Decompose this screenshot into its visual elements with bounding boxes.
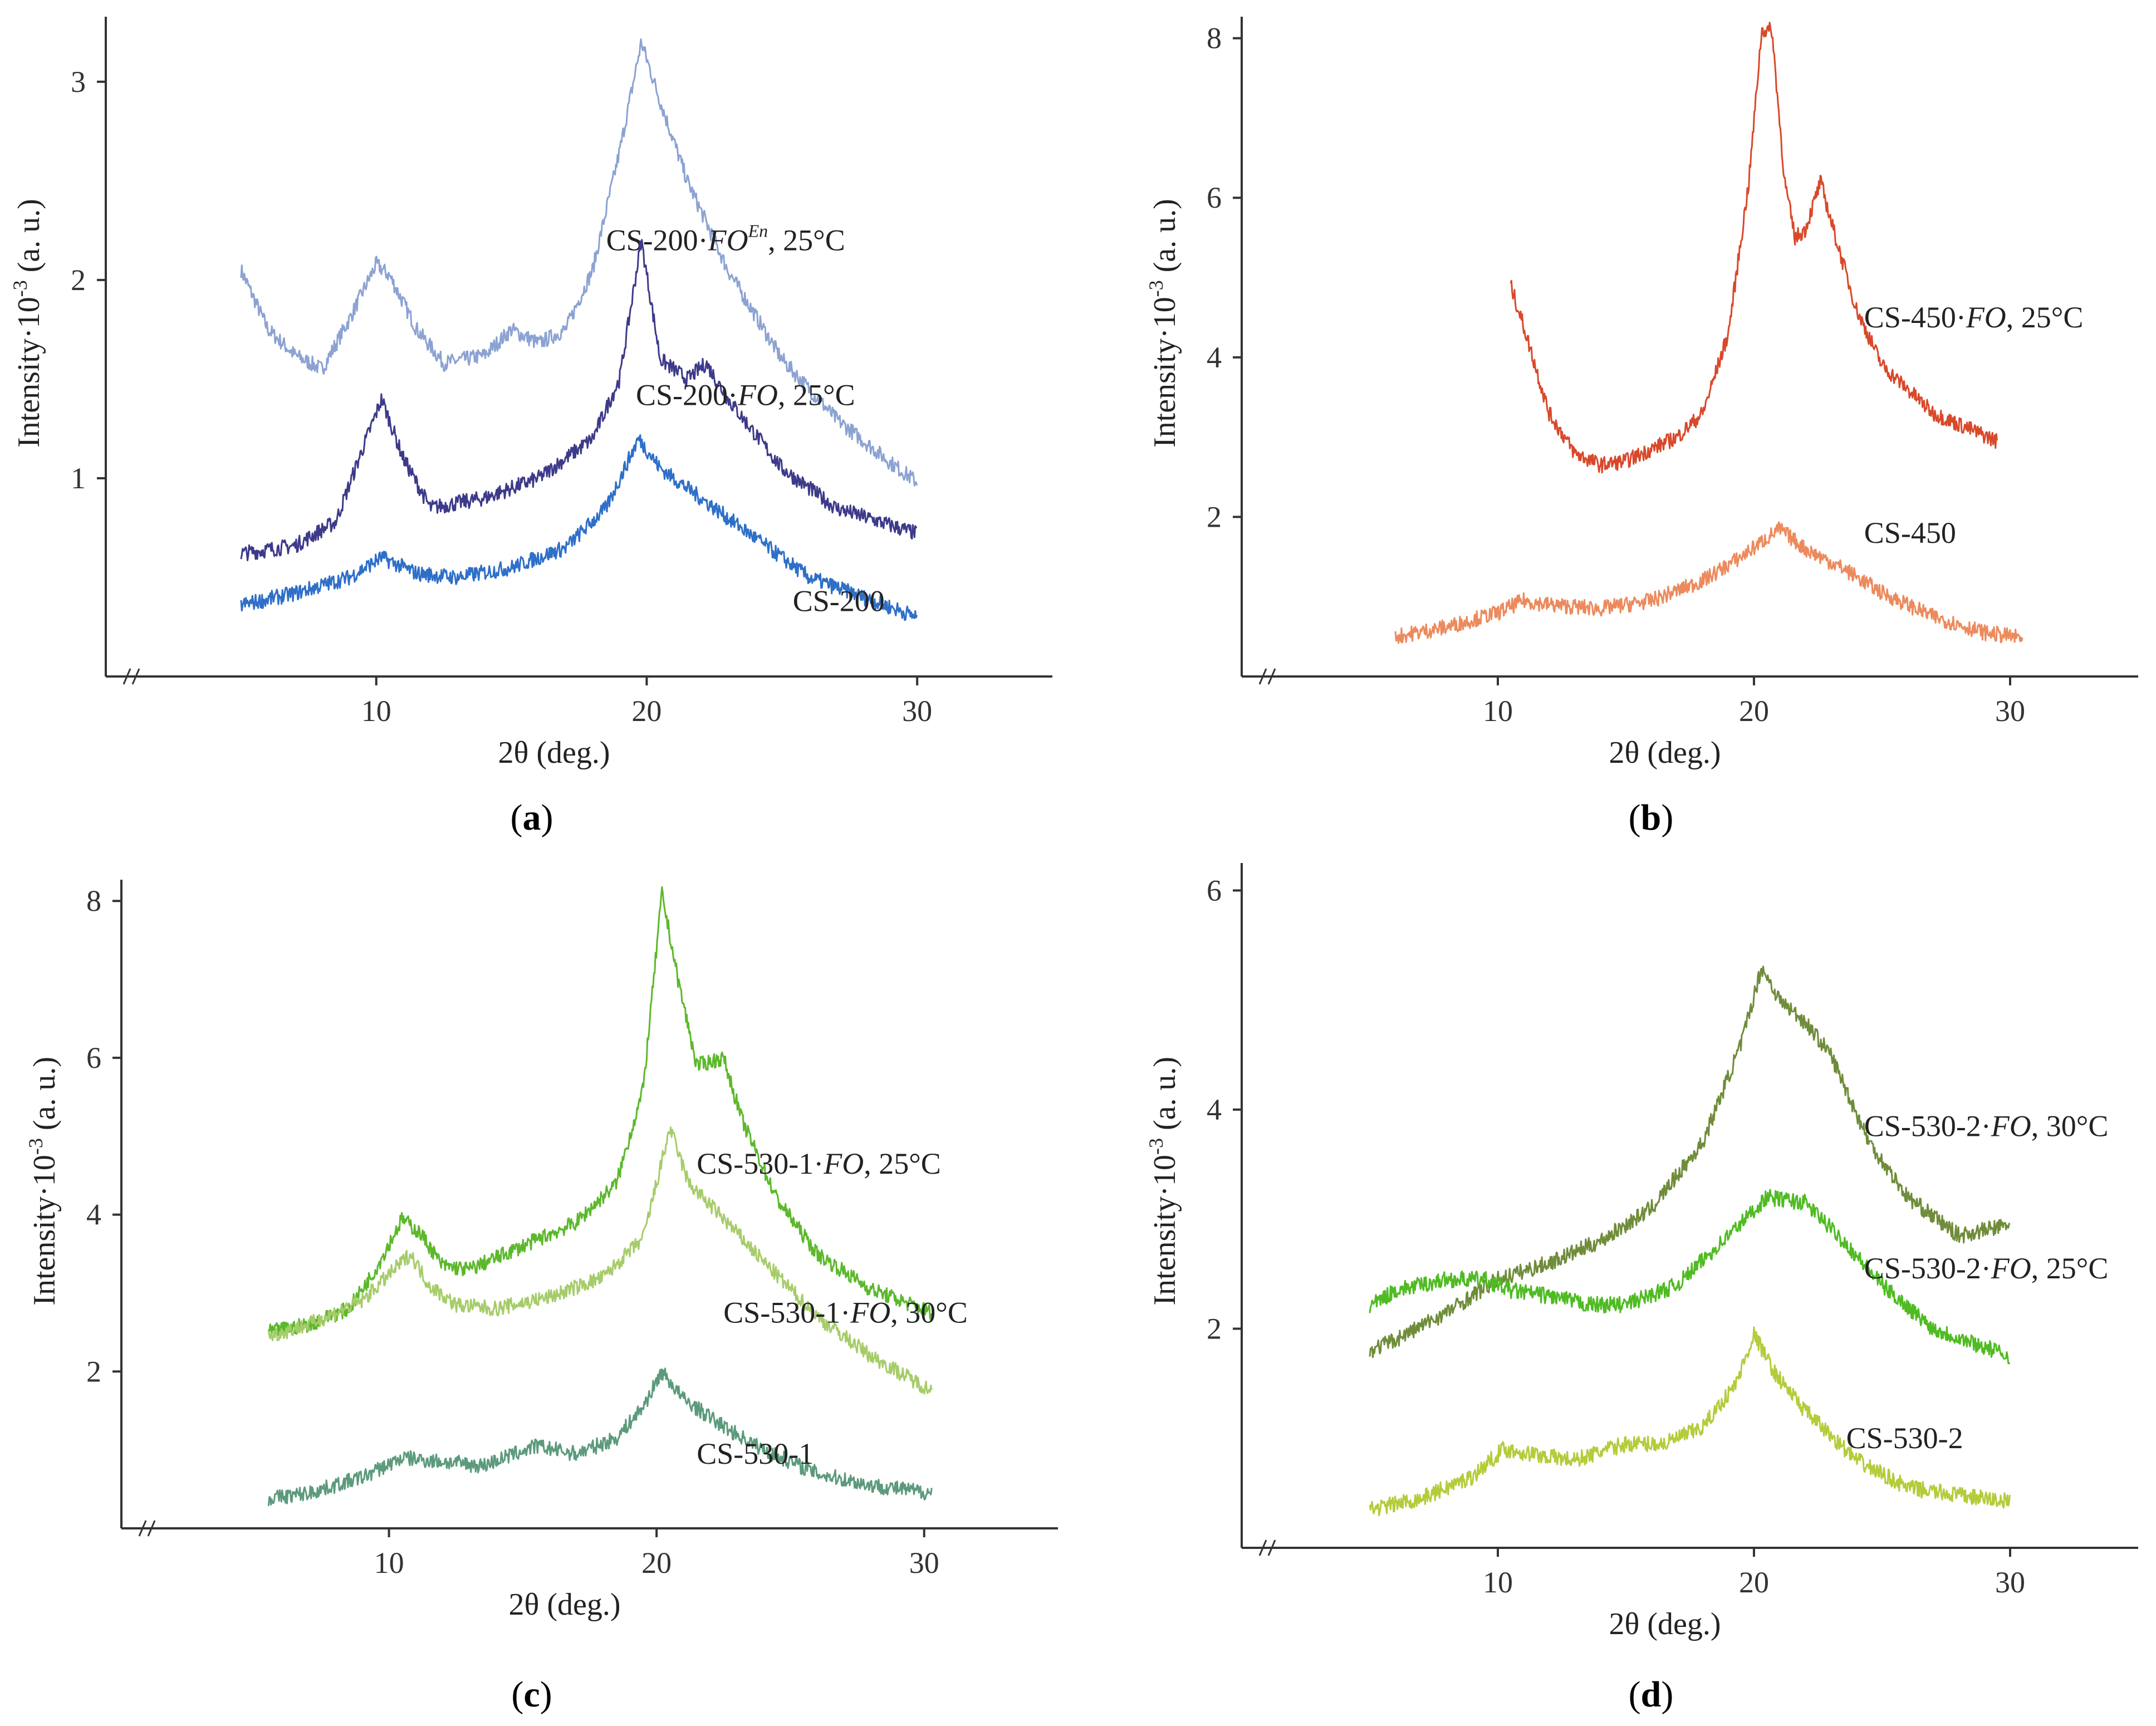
series-line xyxy=(1394,521,2023,644)
y-tick-label: 8 xyxy=(1207,22,1222,55)
y-axis-title: Intensity·10-3 (a. u.) xyxy=(24,1057,62,1306)
y-tick-label: 2 xyxy=(1207,1312,1222,1345)
x-tick-label: 30 xyxy=(909,1546,939,1580)
y-tick-label: 6 xyxy=(86,1041,101,1075)
y-tick-label: 8 xyxy=(86,884,101,918)
x-tick-label: 10 xyxy=(361,694,391,728)
axis-break-mark xyxy=(122,668,140,685)
y-tick-label: 4 xyxy=(1207,341,1222,374)
x-tick-label: 20 xyxy=(631,694,661,728)
y-tick-label: 2 xyxy=(1207,500,1222,533)
y-tick-label: 6 xyxy=(1207,181,1222,214)
y-tick-label: 4 xyxy=(86,1198,101,1232)
panel-a: 10 20 30 1 2 3 2θ (deg.) Intensity·10-3 (a. u.)… xyxy=(9,17,1052,770)
x-tick-label: 10 xyxy=(1483,694,1513,728)
x-tick-label: 20 xyxy=(641,1546,672,1580)
axis-break-mark xyxy=(1258,668,1276,685)
series-label: CS-200·FO, 25°C xyxy=(636,378,855,411)
panel-label: (b) xyxy=(1629,797,1674,838)
y-tick-label: 3 xyxy=(71,65,86,99)
axis-break-mark xyxy=(1258,1539,1276,1556)
y-tick-label: 1 xyxy=(71,462,86,495)
series-label: CS-450·FO, 25°C xyxy=(1864,301,2084,334)
x-axis-title: 2θ (deg.) xyxy=(1609,1607,1721,1641)
series-label: CS-450 xyxy=(1864,516,1956,550)
x-axis-title: 2θ (deg.) xyxy=(1609,735,1721,770)
x-tick-label: 20 xyxy=(1739,694,1769,728)
series-label: CS-530-1·FO, 25°C xyxy=(697,1147,941,1180)
y-tick-label: 6 xyxy=(1207,874,1222,907)
panel-b: 10 20 30 2 4 6 8 2θ (deg.) Intensity·10-3 (a. u.… xyxy=(1145,17,2138,770)
panel-label: (c) xyxy=(511,1674,552,1715)
x-tick-label: 10 xyxy=(374,1546,404,1580)
series-line xyxy=(1510,22,1998,474)
x-axis-title: 2θ (deg.) xyxy=(509,1587,621,1622)
panel-label: (d) xyxy=(1629,1674,1674,1715)
y-tick-label: 2 xyxy=(86,1355,101,1388)
panel-c: 10 20 30 2 4 6 8 2θ (deg.) Intensity·10-3 (a. u.… xyxy=(24,880,1058,1622)
x-axis-title: 2θ (deg.) xyxy=(498,735,610,770)
series-line xyxy=(240,434,918,621)
series-label: CS-530-2·FO, 30°C xyxy=(1864,1109,2109,1143)
y-axis-title: Intensity·10-3 (a. u.) xyxy=(1145,199,1182,448)
series-line xyxy=(267,886,933,1337)
panel-label: (a) xyxy=(511,797,553,838)
x-tick-label: 10 xyxy=(1483,1566,1513,1599)
x-tick-label: 30 xyxy=(902,694,932,728)
y-tick-label: 4 xyxy=(1207,1093,1222,1126)
series-line xyxy=(1369,965,2011,1359)
series-line xyxy=(267,1126,933,1395)
axis-break-mark xyxy=(138,1520,156,1537)
series-line xyxy=(240,239,918,561)
series-label: CS-530-2·FO, 25°C xyxy=(1864,1252,2109,1285)
y-tick-label: 2 xyxy=(71,263,86,297)
series-line xyxy=(1369,1326,2011,1517)
series-line xyxy=(1369,1189,2011,1365)
series-line xyxy=(240,38,918,487)
y-axis-title: Intensity·10-3 (a. u.) xyxy=(1145,1057,1182,1306)
y-axis-title: Intensity·10-3 (a. u.) xyxy=(9,199,46,448)
panel-d: 10 20 30 2 4 6 2θ (deg.) Intensity·10-3 (a. u.)… xyxy=(1145,863,2138,1641)
panel-labels: (a) (b) (c) (d) xyxy=(511,797,1674,1715)
series-label: CS-200·FOEn, 25°C xyxy=(606,221,845,257)
x-tick-label: 30 xyxy=(1995,694,2025,728)
series-label: CS-200 xyxy=(793,585,885,618)
series-line xyxy=(267,1367,933,1506)
x-tick-label: 20 xyxy=(1739,1566,1769,1599)
series-label: CS-530-1·FO, 30°C xyxy=(723,1296,968,1330)
x-tick-label: 30 xyxy=(1995,1566,2025,1599)
series-label: CS-530-1 xyxy=(697,1437,814,1470)
series-label: CS-530-2 xyxy=(1846,1421,1963,1455)
